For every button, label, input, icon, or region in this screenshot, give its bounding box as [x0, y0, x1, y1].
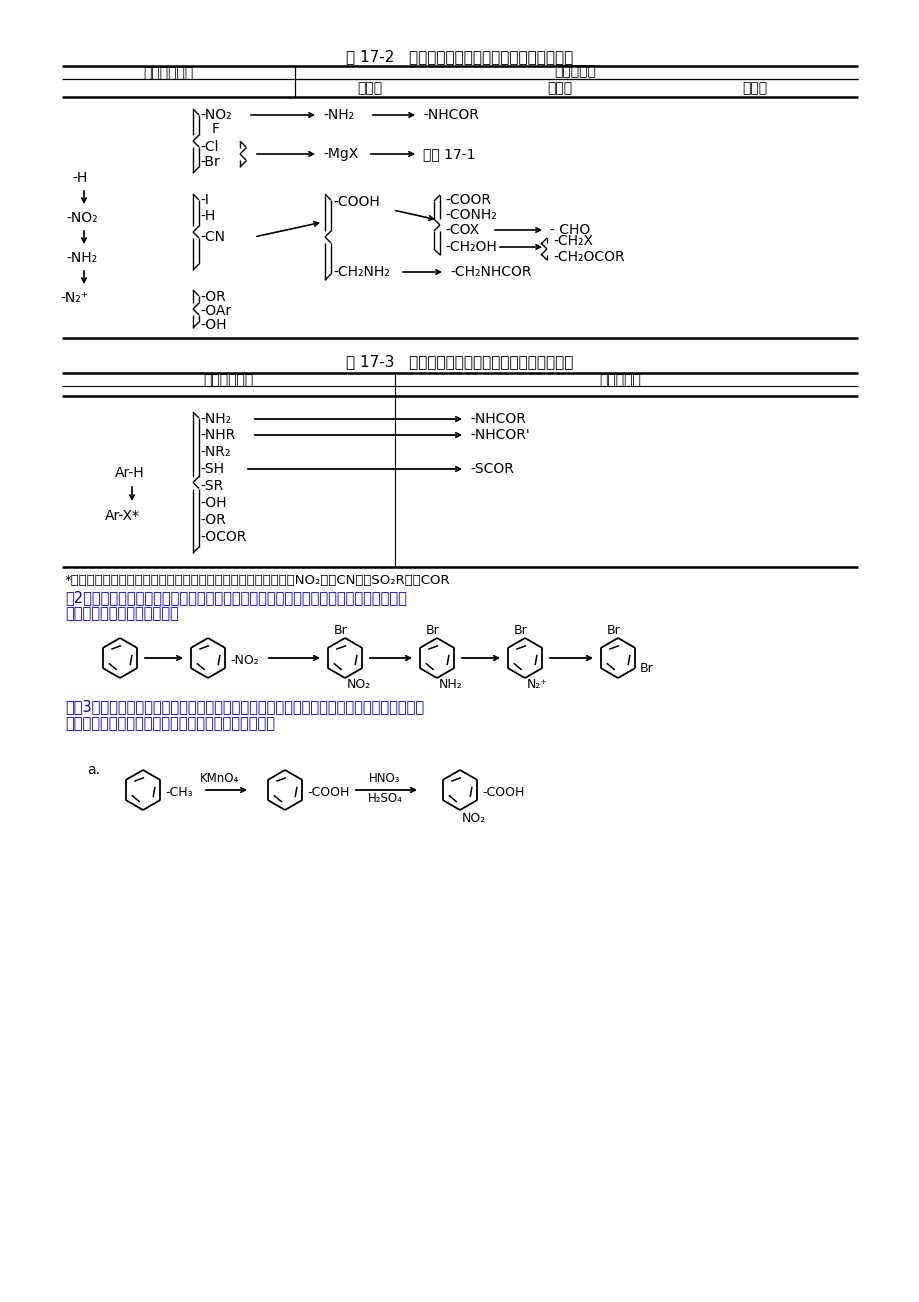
Text: -MgX: -MgX [323, 147, 357, 161]
Text: -SH: -SH [199, 462, 223, 477]
Text: -CH₃: -CH₃ [165, 785, 192, 798]
Text: Br: Br [607, 624, 620, 637]
Text: -NR₂: -NR₂ [199, 445, 230, 460]
Text: 第三代: 第三代 [742, 81, 766, 95]
Text: NO₂: NO₂ [346, 677, 371, 690]
Text: 第二代: 第二代 [547, 81, 572, 95]
Text: 3、当用取代苯作为起始物时，可通过改变起始物取代基转化的先后顺序来决定最终产物: 3、当用取代苯作为起始物时，可通过改变起始物取代基转化的先后顺序来决定最终产物 [65, 699, 424, 715]
Text: -N₂⁺: -N₂⁺ [60, 292, 88, 305]
Text: -CH₂X: -CH₂X [552, 234, 593, 247]
Text: 直接引入基团: 直接引入基团 [203, 372, 253, 387]
Text: -NHCOR: -NHCOR [423, 108, 479, 122]
Text: -NHCOR: -NHCOR [470, 411, 526, 426]
Text: Br: Br [640, 661, 653, 674]
Text: H₂SO₄: H₂SO₄ [368, 792, 402, 805]
Text: -SCOR: -SCOR [470, 462, 514, 477]
Text: -COOH: -COOH [482, 785, 524, 798]
Text: -I: -I [199, 193, 209, 207]
Text: -NO₂: -NO₂ [230, 654, 258, 667]
Text: 表 17-3   通过活化的芳香卤烃的亲核取代引入基团: 表 17-3 通过活化的芳香卤烃的亲核取代引入基团 [346, 354, 573, 370]
Text: -NH₂: -NH₂ [66, 251, 97, 266]
Text: HNO₃: HNO₃ [369, 772, 401, 785]
Text: NO₂: NO₂ [461, 811, 486, 824]
Text: 见表 17-1: 见表 17-1 [423, 147, 475, 161]
Text: NH₂: NH₂ [438, 677, 462, 690]
Text: -COX: -COX [445, 223, 479, 237]
Text: 团，例如由苯合成间二渴苯。: 团，例如由苯合成间二渴苯。 [65, 607, 178, 621]
Text: -OR: -OR [199, 513, 225, 527]
Text: Ar-X*: Ar-X* [105, 509, 140, 523]
Text: 第一代: 第一代 [357, 81, 382, 95]
Text: a.: a. [87, 763, 100, 777]
Text: -COOR: -COOR [445, 193, 491, 207]
Text: -SR: -SR [199, 479, 223, 493]
Text: -OH: -OH [199, 318, 226, 332]
Text: -CN: -CN [199, 230, 225, 243]
Text: -Br: -Br [199, 155, 220, 169]
Text: -CH₂NHCOR: -CH₂NHCOR [449, 266, 531, 279]
Text: -NH₂: -NH₂ [323, 108, 354, 122]
Text: 衍生的基团: 衍生的基团 [598, 372, 641, 387]
Text: -COOH: -COOH [307, 785, 349, 798]
Text: Br: Br [514, 624, 528, 637]
Text: Br: Br [334, 624, 347, 637]
Text: -OR: -OR [199, 290, 225, 303]
Text: N₂⁺: N₂⁺ [527, 677, 548, 690]
Text: F: F [211, 122, 220, 135]
Text: KMnO₄: KMnO₄ [200, 772, 239, 785]
Text: -CH₂OH: -CH₂OH [445, 240, 496, 254]
Text: Br: Br [425, 624, 439, 637]
Text: （2）引入一种基团，这种基团具有一定的定位作用，待第二基团引入后，再除去这种基: （2）引入一种基团，这种基团具有一定的定位作用，待第二基团引入后，再除去这种基 [65, 591, 406, 605]
Text: -NHCOR': -NHCOR' [470, 428, 529, 441]
Text: -NO₂: -NO₂ [199, 108, 232, 122]
Text: -OCOR: -OCOR [199, 530, 246, 544]
Text: -NH₂: -NH₂ [199, 411, 231, 426]
Text: 直接引入基团: 直接引入基团 [142, 66, 193, 79]
Text: Ar-H: Ar-H [115, 466, 144, 480]
Text: 分子中基团的相对位置，例如由甲苯合成硝基苯甲酸。: 分子中基团的相对位置，例如由甲苯合成硝基苯甲酸。 [65, 716, 275, 732]
Text: -NO₂: -NO₂ [66, 211, 97, 225]
Text: -COOH: -COOH [333, 195, 380, 210]
Text: - CHO: - CHO [550, 223, 590, 237]
Text: -CONH₂: -CONH₂ [445, 208, 496, 223]
Text: -H: -H [72, 171, 87, 185]
Text: -NHR: -NHR [199, 428, 235, 441]
Text: *注：在卤素的邻位或对位至少有一个，最好是两个下列基团：－NO₂、－CN、－SO₂R、－COR: *注：在卤素的邻位或对位至少有一个，最好是两个下列基团：－NO₂、－CN、－SO… [65, 573, 450, 586]
Text: -H: -H [199, 210, 215, 223]
Text: -OH: -OH [199, 496, 226, 510]
Text: -OAr: -OAr [199, 303, 231, 318]
Text: 表 17-2   通过芳香重氮盐的亲核取代反应引入基团: 表 17-2 通过芳香重氮盐的亲核取代反应引入基团 [346, 49, 573, 65]
Text: -CH₂NH₂: -CH₂NH₂ [333, 266, 390, 279]
Text: 衍生的基团: 衍生的基团 [553, 64, 596, 78]
Text: -Cl: -Cl [199, 141, 219, 154]
Text: -CH₂OCOR: -CH₂OCOR [552, 250, 624, 264]
